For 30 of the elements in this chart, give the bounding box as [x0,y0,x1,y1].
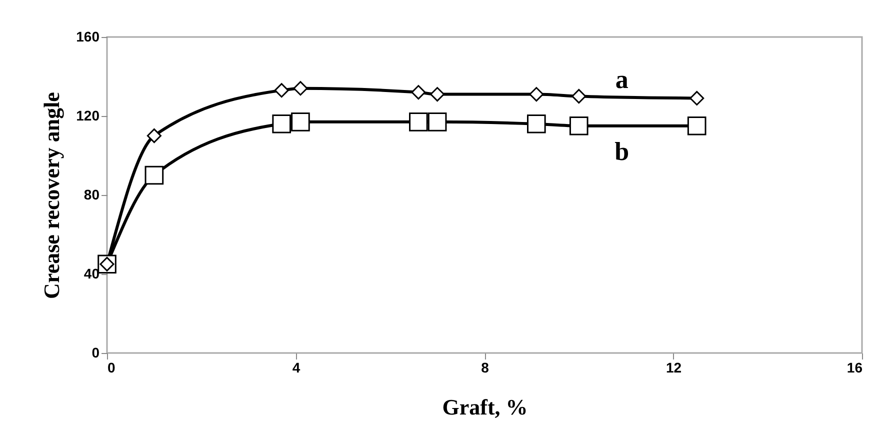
point [411,85,426,100]
point [526,114,546,134]
point [409,112,428,132]
x-tick-label: 16 [846,360,863,376]
point [428,112,447,132]
y-tick-label: 40 [84,266,100,282]
y-tick-label: 160 [76,28,100,44]
point [274,83,289,98]
y-tick-label: 120 [76,108,100,124]
point [291,112,310,132]
y-tick-label: 80 [84,186,100,202]
point [146,128,162,144]
series-label: b [614,136,630,166]
point [272,114,292,134]
point [529,87,544,102]
y-axis-title: Crease recovery angle [39,92,64,299]
y-tick-label: 0 [92,344,100,360]
series-label: a [615,65,628,94]
point [569,116,588,136]
x-axis-title: Graft, % [442,394,528,420]
point [293,81,308,96]
point [690,90,704,106]
x-tick-label: 8 [481,360,490,376]
point [572,88,586,104]
x-tick-label: 4 [292,360,300,376]
point [687,116,706,136]
point [430,87,445,102]
point [144,166,164,185]
x-tick-label: 0 [108,360,116,376]
x-tick-label: 12 [666,360,682,376]
